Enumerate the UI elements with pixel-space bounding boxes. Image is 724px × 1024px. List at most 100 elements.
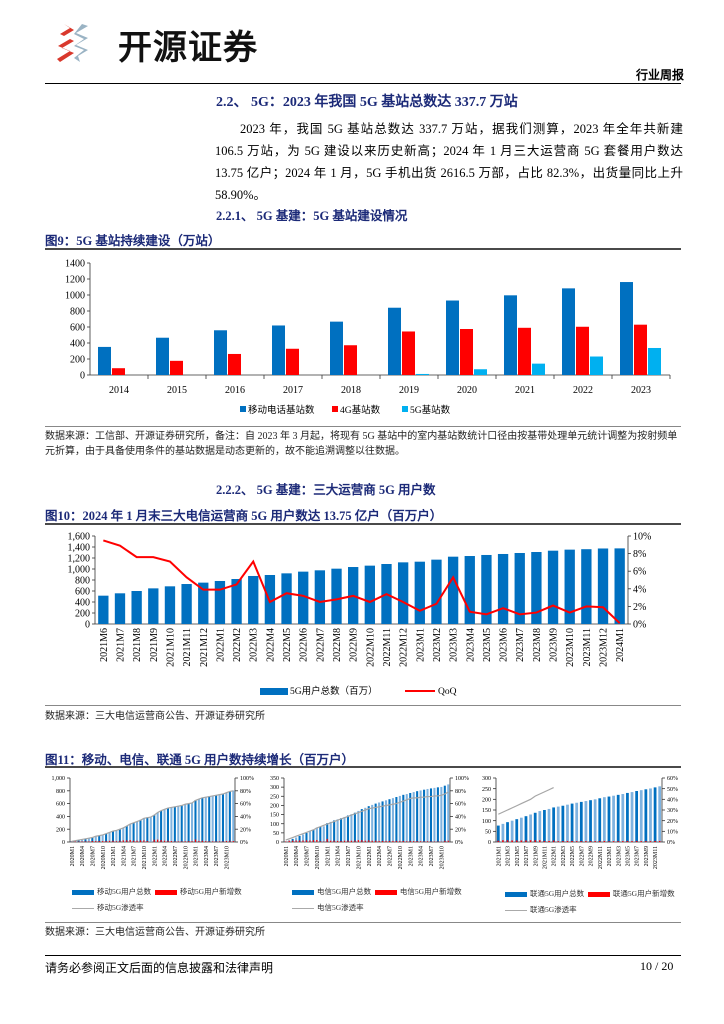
bar-电信5G用户总数: [391, 798, 394, 842]
bar-4G基站数-2020: [460, 329, 473, 375]
x-tick-label: 2023M4: [465, 628, 476, 662]
bar-移动5G用户总数: [187, 803, 190, 842]
bar-电信5G用户新增数: [378, 840, 380, 842]
bar-5G用户总数（百万）: [314, 570, 326, 624]
y-axis-tick-label: 1000: [65, 291, 85, 302]
x-tick-label: 2021M10: [165, 628, 176, 667]
x-tick-label: 2020M1: [284, 846, 290, 866]
bar-5G用户总数（百万）: [364, 565, 375, 624]
bar-5G基站数-2023: [648, 347, 661, 375]
bar-电信5G用户总数: [419, 790, 422, 842]
bar-5G用户总数（百万）: [214, 580, 226, 624]
x-tick-label: 2023M10: [565, 628, 576, 667]
bar-联通5G用户总数: [644, 789, 648, 842]
left-axis-tick-label: 150: [270, 813, 279, 819]
chart-telecom-5g-users: 0 50 100 150 200 250 300 350 0% 20% 40% 60% 80% 100% 2…: [270, 776, 469, 869]
bar-移动5G用户总数: [129, 824, 132, 842]
x-tick-label: 2023M1: [194, 846, 200, 866]
bar-联通5G用户总数: [649, 788, 652, 842]
x-tick-label: 2021M9: [533, 846, 539, 866]
x-tick-label: 2022M7: [388, 846, 394, 866]
right-axis-tick-label: 60%: [240, 802, 251, 808]
bar-移动5G用户总数: [218, 794, 221, 842]
bar-联通5G用户总数: [630, 792, 634, 842]
bar-5G用户总数（百万）: [131, 591, 142, 624]
x-tick-label: 2021M5: [515, 846, 521, 866]
x-tick-label: 2023M11: [653, 846, 659, 869]
bar-4G基站数-2021: [518, 327, 531, 375]
bar-联通5G用户总数: [621, 794, 625, 842]
bar-联通5G用户新增数: [506, 840, 509, 842]
bar-电信5G用户新增数: [312, 840, 315, 842]
bar-联通5G用户新增数: [626, 840, 629, 842]
bar-5G用户总数（百万）: [481, 554, 492, 624]
figure-11-title: 图11：移动、电信、联通 5G 用户数持续增长（百万户）: [45, 753, 355, 767]
x-tick-label: 2022M1: [215, 628, 226, 662]
bar-移动5G用户新增数: [115, 841, 118, 842]
bar-4G基站数-2014: [112, 368, 125, 375]
bar-移动5G用户新增数: [205, 841, 207, 842]
bar-电信5G用户总数: [426, 788, 429, 842]
bar-电信5G用户新增数: [402, 840, 404, 842]
x-tick-label: 2021M11: [182, 628, 193, 667]
bar-移动5G用户新增数: [105, 840, 107, 842]
bar-电信5G用户总数: [436, 787, 439, 842]
bar-联通5G用户新增数: [511, 840, 513, 842]
bar-移动5G用户总数: [204, 796, 207, 842]
bar-电信5G用户新增数: [426, 841, 429, 842]
report-type: 行业周报: [636, 68, 685, 82]
bar-移动5G用户新增数: [108, 840, 111, 842]
figure-10-source: 数据来源：三大电信运营商公告、开源证券研究所: [45, 711, 265, 722]
x-tick-label: 2024M1: [615, 628, 626, 662]
x-tick-label: 2023M5: [482, 628, 493, 662]
bar-电信5G用户新增数: [319, 841, 321, 842]
bar-联通5G用户新增数: [631, 841, 633, 842]
bar-联通5G用户总数: [561, 805, 565, 842]
right-axis-tick-label: 100%: [455, 776, 469, 782]
bar-电信5G用户新增数: [354, 840, 356, 842]
legend-label: 5G用户总数（百万）: [290, 685, 378, 697]
bar-电信5G用户新增数: [292, 840, 294, 842]
bar-移动5G用户总数: [122, 827, 125, 842]
left-axis-tick-label: 50: [485, 829, 491, 835]
bar-移动5G用户总数: [91, 837, 94, 842]
right-axis-tick-label: 10%: [633, 532, 651, 543]
x-tick-label: 2020M10: [315, 846, 321, 869]
bar-联通5G用户新增数: [497, 840, 500, 842]
bar-联通5G用户总数: [579, 801, 583, 842]
bar-移动5G用户总数: [225, 792, 228, 842]
figure-11-rule: [45, 766, 681, 768]
bar-电信5G用户总数: [364, 807, 367, 842]
right-axis-tick-label: 40%: [667, 797, 678, 803]
bar-电信5G用户新增数: [385, 840, 387, 842]
x-tick-label: 2023M1: [415, 628, 426, 662]
left-axis-tick-label: 600: [75, 587, 90, 598]
bar-电信5G用户新增数: [323, 841, 325, 842]
line-联通5G渗透率: [498, 787, 554, 815]
bar-电信5G用户总数: [381, 801, 384, 842]
x-tick-label: 2022M1: [152, 846, 158, 866]
footer-divider: [45, 955, 681, 956]
bar-电信5G用户新增数: [336, 840, 339, 842]
bar-移动5G用户总数: [115, 830, 118, 842]
bar-移动5G用户总数: [197, 799, 200, 842]
bar-联通5G用户新增数: [585, 841, 587, 842]
x-tick-label: 2021M7: [115, 628, 126, 662]
right-axis-tick-label: 2%: [633, 602, 646, 613]
bar-联通5G用户新增数: [534, 840, 537, 842]
x-tick-label: 2023M1: [408, 846, 414, 866]
bar-联通5G用户总数: [547, 808, 551, 842]
right-axis-tick-label: 80%: [455, 789, 466, 795]
bar-联通5G用户新增数: [649, 841, 652, 842]
bar-电信5G用户总数: [409, 792, 412, 842]
y-axis-tick-label: 800: [70, 307, 85, 318]
figure-10-title: 图10：2024 年 1 月末三大电信运营商 5G 用户数达 13.75 亿户（…: [45, 509, 443, 523]
right-axis-tick-label: 0%: [633, 620, 646, 631]
x-tick-label: 2023M5: [626, 846, 632, 866]
bar-电信5G用户总数: [319, 826, 322, 842]
page-number: 10 / 20: [640, 959, 674, 973]
bar-5G用户总数（百万）: [148, 588, 159, 624]
bar-联通5G用户新增数: [515, 840, 518, 842]
bar-联通5G用户新增数: [575, 841, 578, 842]
right-axis-tick-label: 4%: [633, 584, 646, 595]
